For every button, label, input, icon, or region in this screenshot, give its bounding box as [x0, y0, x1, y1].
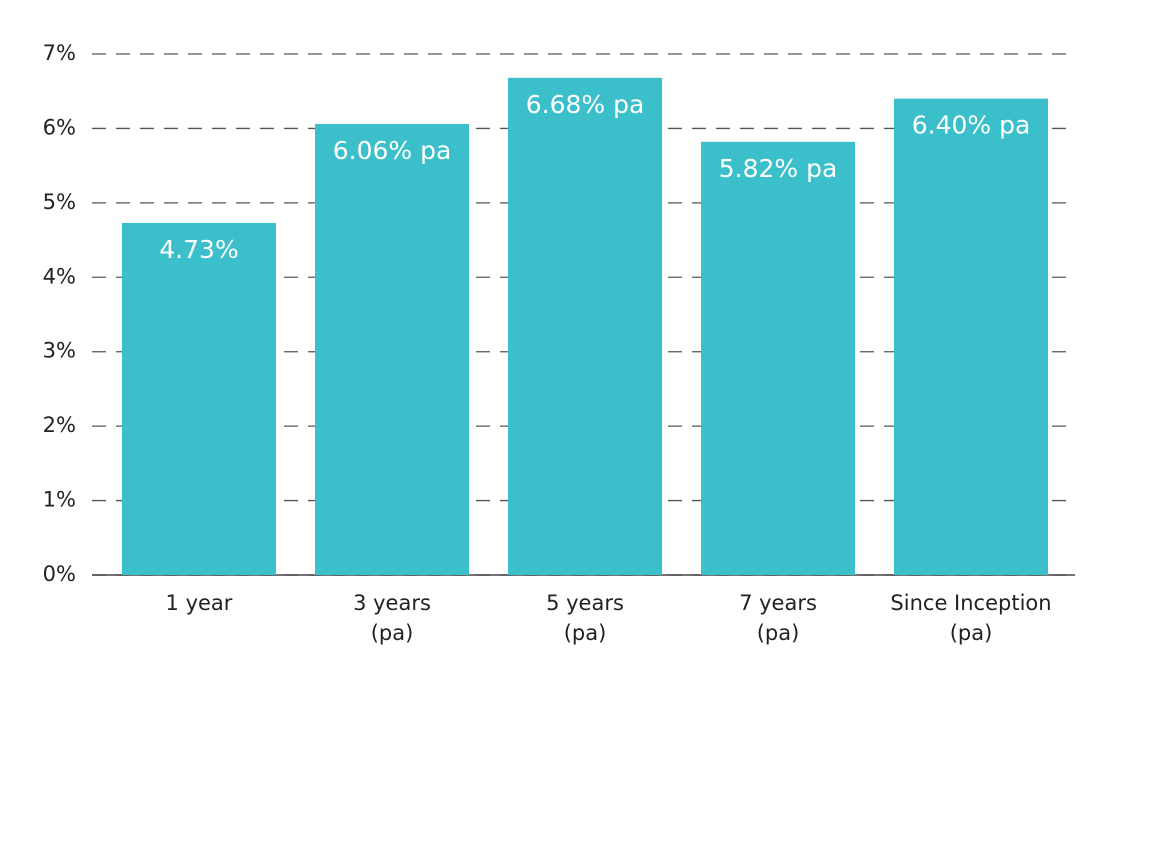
x-tick-label: (pa)	[757, 621, 800, 645]
y-tick-label: 4%	[43, 264, 76, 288]
value-label: 6.40% pa	[912, 111, 1031, 140]
value-label: 6.06% pa	[333, 136, 452, 165]
x-tick-label: 5 years	[546, 591, 624, 615]
value-label: 5.82% pa	[719, 154, 838, 183]
y-tick-label: 2%	[43, 413, 76, 437]
value-label: 4.73%	[159, 235, 238, 264]
bar	[315, 123, 469, 575]
x-tick-label: (pa)	[371, 621, 414, 645]
y-tick-label: 7%	[43, 41, 76, 65]
x-tick-label: Since Inception	[890, 591, 1051, 615]
bar	[894, 98, 1048, 576]
x-tick-label: 3 years	[353, 591, 431, 615]
y-tick-label: 3%	[43, 339, 76, 363]
bar	[701, 141, 855, 575]
bar	[508, 77, 662, 576]
x-tick-label: (pa)	[950, 621, 993, 645]
y-tick-label: 5%	[43, 190, 76, 214]
value-label: 6.68% pa	[526, 90, 645, 119]
x-tick-label: 1 year	[166, 591, 233, 615]
y-tick-label: 6%	[43, 115, 76, 139]
x-tick-label: 7 years	[739, 591, 817, 615]
x-tick-label: (pa)	[564, 621, 607, 645]
bar	[122, 222, 276, 575]
y-tick-label: 1%	[43, 488, 76, 512]
y-tick-label: 0%	[43, 562, 76, 586]
